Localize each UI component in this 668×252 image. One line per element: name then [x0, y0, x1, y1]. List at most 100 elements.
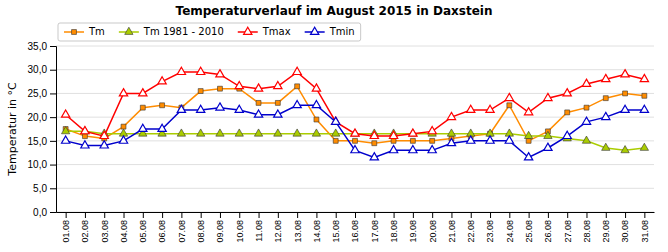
x-tick-mark [201, 212, 202, 218]
point [81, 141, 89, 148]
point [389, 131, 397, 138]
point [254, 129, 262, 136]
point [81, 127, 89, 134]
x-tick-mark [316, 212, 317, 218]
x-tick-mark [644, 212, 645, 218]
x-tick-label: 23.08 [485, 220, 495, 243]
point [582, 136, 590, 143]
point [332, 129, 340, 136]
point [430, 138, 435, 143]
legend-label: Tmin [329, 26, 355, 37]
y-tick-mark [50, 93, 56, 94]
point [602, 112, 610, 119]
x-tick: 09.08 [215, 212, 225, 243]
x-tick-mark [124, 212, 125, 218]
point [640, 74, 648, 81]
x-tick: 19.08 [408, 212, 418, 243]
point [447, 112, 455, 119]
point [602, 143, 610, 150]
x-tick: 03.08 [100, 212, 110, 243]
x-tick-label: 08.08 [196, 220, 206, 243]
x-tick: 13.08 [293, 212, 303, 243]
point [409, 129, 417, 136]
point [140, 105, 145, 110]
point [333, 138, 338, 143]
x-tick-mark [297, 212, 298, 218]
point [119, 136, 127, 143]
x-tick-mark [413, 212, 414, 218]
point [139, 124, 147, 131]
point [312, 100, 320, 107]
point [197, 105, 205, 112]
legend: TmTm 1981 - 2010TmaxTmin [58, 23, 361, 41]
point [295, 84, 300, 89]
point [312, 129, 320, 136]
x-tick-mark [220, 212, 221, 218]
point [293, 129, 301, 136]
point [370, 131, 378, 138]
x-tick-label: 26.08 [543, 220, 553, 243]
x-tick-label: 30.08 [620, 220, 630, 243]
point [353, 138, 358, 143]
x-tick-mark [278, 212, 279, 218]
point [565, 110, 570, 115]
x-tick-label: 21.08 [447, 220, 457, 243]
x-tick-label: 16.08 [350, 220, 360, 243]
legend-item: Tmin [305, 26, 355, 37]
legend-marker [244, 27, 252, 34]
y-tick-mark [50, 141, 56, 142]
x-tick-mark [490, 212, 491, 218]
legend-marker [72, 30, 77, 35]
point [177, 105, 185, 112]
x-tick-label: 25.08 [524, 220, 534, 243]
y-tick: 5,0 [33, 183, 56, 194]
point [584, 105, 589, 110]
x-tick: 30.08 [620, 212, 630, 243]
y-tick: 20,0 [28, 112, 56, 123]
x-tick-label: 27.08 [563, 220, 573, 243]
x-tick: 11.08 [254, 212, 264, 242]
y-tick-mark [50, 70, 56, 71]
x-tick: 21.08 [447, 212, 457, 243]
point [61, 127, 69, 134]
x-tick-label: 11.08 [254, 220, 264, 242]
y-tick-label: 20,0 [28, 112, 48, 123]
y-tick-label: 25,0 [28, 88, 48, 99]
legend-item: Tm [64, 26, 105, 37]
x-tick-mark [606, 212, 607, 218]
point [197, 67, 205, 74]
point [370, 153, 378, 160]
point [507, 103, 512, 108]
point [621, 146, 629, 153]
grid-line [56, 69, 654, 70]
x-tick-mark [548, 212, 549, 218]
point [158, 77, 166, 84]
y-axis-title: Temperatur in °C [6, 82, 19, 177]
point [235, 105, 243, 112]
point [563, 89, 571, 96]
point [351, 129, 359, 136]
x-tick: 01.08 [61, 212, 71, 243]
point [293, 100, 301, 107]
x-tick-label: 28.08 [582, 220, 592, 243]
x-tick: 06.08 [157, 212, 167, 243]
y-tick: 35,0 [28, 41, 56, 52]
point [505, 93, 513, 100]
line [66, 72, 645, 136]
point [275, 100, 280, 105]
y-tick-label: 35,0 [28, 41, 48, 52]
x-tick-mark [586, 212, 587, 218]
point [544, 143, 552, 150]
y-tick: 30,0 [28, 64, 56, 75]
point [198, 89, 203, 94]
point [314, 117, 319, 122]
title: Temperaturverlauf im August 2015 in Daxs… [176, 4, 493, 18]
point [332, 117, 340, 124]
x-tick-label: 22.08 [466, 220, 476, 243]
point [372, 141, 377, 146]
point [467, 136, 475, 143]
x-tick-mark [355, 212, 356, 218]
grid [56, 46, 654, 212]
plot-area: 0,05,010,015,020,025,030,035,001.0802.08… [28, 41, 655, 243]
x-tick: 22.08 [466, 212, 476, 243]
